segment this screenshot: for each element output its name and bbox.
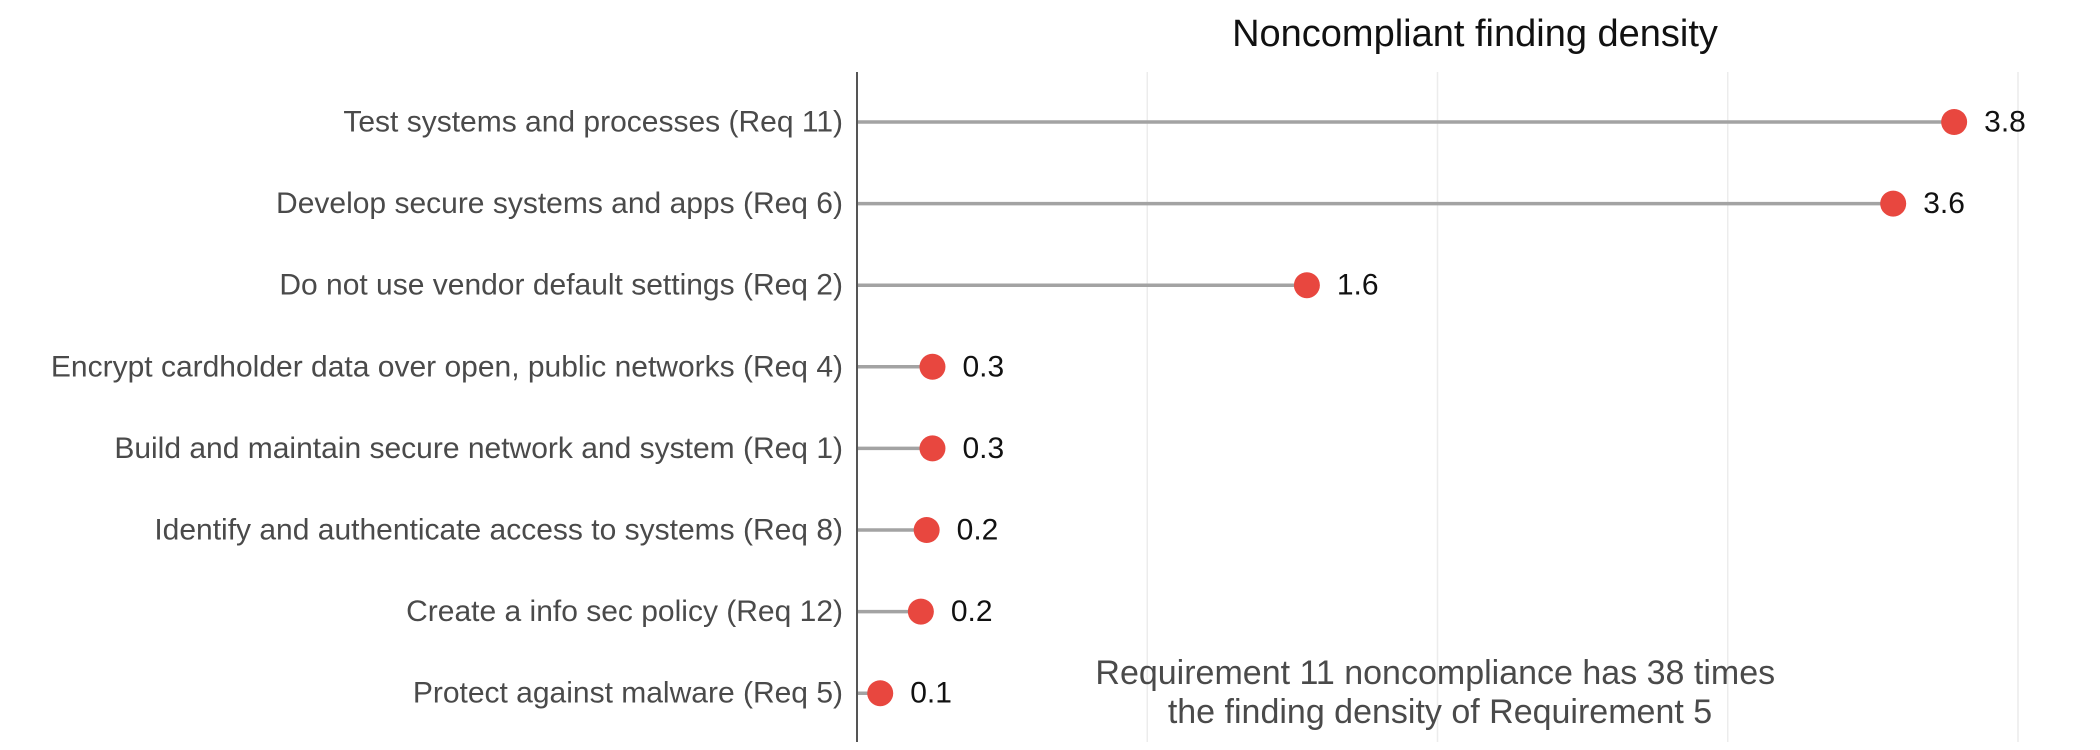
data-point (1880, 190, 1907, 217)
annotation-line-2: the finding density of Requirement 5 (1168, 693, 1712, 731)
data-point (867, 680, 894, 707)
category-label: Build and maintain secure network and sy… (114, 432, 843, 465)
points (867, 109, 1968, 707)
data-point (1941, 109, 1968, 135)
data-point (919, 353, 946, 380)
category-label: Do not use vendor default settings (Req … (279, 269, 843, 302)
data-point (913, 517, 940, 543)
chart-title: Noncompliant finding density (1232, 13, 1718, 55)
category-label: Test systems and processes (Req 11) (343, 106, 843, 139)
annotation-line-1: Requirement 11 noncompliance has 38 time… (1095, 654, 1775, 692)
category-label: Encrypt cardholder data over open, publi… (51, 350, 843, 383)
data-point (919, 435, 946, 462)
gridlines (1146, 72, 2019, 742)
data-point (1293, 272, 1320, 299)
category-label: Protect against malware (Req 5) (413, 677, 843, 710)
stems (857, 120, 1955, 695)
category-label: Create a info sec policy (Req 12) (406, 595, 843, 628)
labels: Test systems and processes (Req 11) 3.8 De… (51, 106, 2026, 710)
value-label: 0.2 (951, 595, 993, 628)
category-label: Develop secure systems and apps (Req 6) (276, 187, 843, 220)
value-label: 0.1 (910, 677, 952, 710)
value-label: 3.6 (1923, 187, 1965, 220)
value-label: 0.2 (957, 514, 999, 547)
category-label: Identify and authenticate access to syst… (154, 514, 843, 547)
value-label: 0.3 (962, 350, 1004, 383)
annotation-text: Requirement 11 noncompliance has 38 time… (1095, 654, 1784, 731)
value-label: 0.3 (962, 432, 1004, 465)
value-label: 3.8 (1984, 106, 2026, 139)
value-label: 1.6 (1337, 269, 1379, 302)
data-point (907, 598, 934, 625)
